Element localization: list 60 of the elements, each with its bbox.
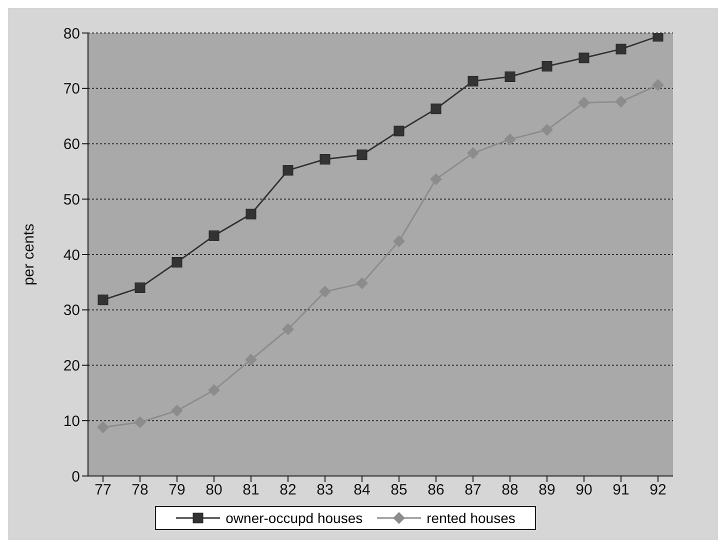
x-tick-label: 87 [464,482,482,499]
point [542,60,552,72]
x-tick-label: 80 [206,482,222,499]
legend-label: owner-occupd houses [226,510,363,526]
legend-label: rented houses [426,510,516,526]
point [394,126,404,136]
y-tick-label: 60 [63,136,80,154]
y-tick-label: 50 [63,191,80,208]
x-tick-label: 85 [390,482,408,499]
point [652,33,664,42]
point [208,230,220,241]
x-tick-label: 91 [612,482,630,499]
y-tick-label: 30 [63,302,80,320]
point [615,96,627,108]
y-tick-label: 70 [63,80,80,98]
x-tick-label: 81 [242,482,260,499]
y-axis-title: per cents [20,224,38,286]
point [98,294,108,306]
point [616,44,626,54]
x-tick-label: 79 [168,482,186,499]
point [282,323,294,336]
point [172,257,182,268]
point [356,277,368,290]
x-tick-label: 84 [354,482,370,499]
x-tick-label: 86 [428,482,444,499]
x-tick-label: 83 [316,482,334,499]
point [578,52,590,64]
point [134,282,146,293]
point [356,150,368,160]
point [578,96,590,109]
point [430,104,442,114]
point [467,147,479,160]
x-tick-label: 90 [576,482,592,499]
point [504,133,516,146]
point [245,354,257,366]
point [319,286,331,298]
y-tick-label: 40 [63,246,80,264]
x-tick-label: 88 [502,482,518,499]
y-tick-label: 20 [63,358,80,375]
x-tick-label: 92 [650,482,666,499]
point [246,208,256,220]
point [541,124,553,136]
x-tick-label: 78 [132,482,148,499]
x-tick-label: 82 [280,482,296,499]
point [430,173,442,186]
y-tick-label: 10 [63,412,80,430]
point [504,71,516,82]
y-tick-label: 0 [72,468,80,486]
point [171,404,183,417]
y-tick-label: 80 [63,25,80,42]
point [320,154,330,165]
point [97,421,109,434]
x-tick-label: 89 [538,482,556,499]
point [208,384,220,396]
point [393,235,405,248]
point [134,416,146,428]
point [468,76,478,86]
x-tick-label: 77 [94,482,112,499]
point [282,165,294,176]
point [652,79,664,92]
